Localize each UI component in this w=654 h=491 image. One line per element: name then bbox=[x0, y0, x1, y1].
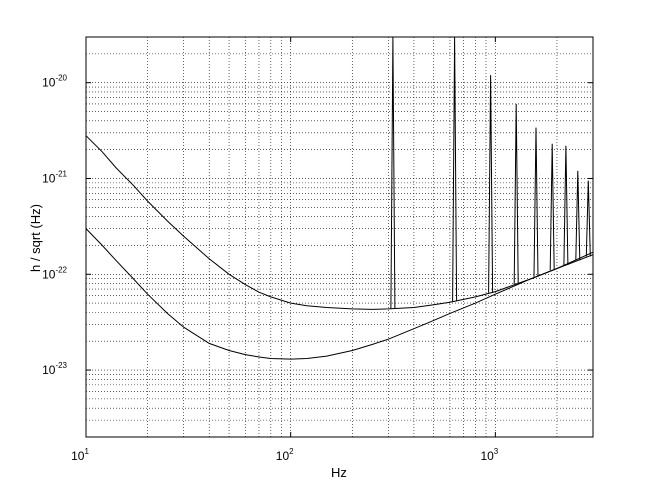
series-1-peak bbox=[488, 75, 494, 293]
ticks bbox=[85, 37, 593, 437]
grid bbox=[85, 36, 594, 438]
series-2-line bbox=[85, 228, 594, 360]
x-axis-label: Hz bbox=[331, 465, 347, 480]
tick-label-exponent: -22 bbox=[55, 265, 67, 274]
series-1-peak bbox=[585, 180, 591, 257]
series-1-peak bbox=[563, 145, 569, 266]
tick-label-exponent: -23 bbox=[55, 361, 67, 370]
tick-label-exponent: 3 bbox=[494, 447, 499, 456]
tick-label-exponent: -21 bbox=[55, 169, 67, 178]
tick-label-exponent: 1 bbox=[84, 447, 89, 456]
series-1-peak bbox=[533, 127, 539, 277]
tick-label-exponent: -20 bbox=[55, 74, 67, 83]
tick-label-exponent: 2 bbox=[289, 447, 294, 456]
series-1-peak bbox=[549, 143, 555, 271]
series-1-line bbox=[85, 135, 594, 310]
y-axis-label: h / sqrt (Hz) bbox=[28, 204, 43, 272]
series-1-peak bbox=[390, 36, 396, 309]
plot-area-frame bbox=[85, 36, 594, 438]
series-group bbox=[85, 36, 594, 360]
series-1-peak bbox=[452, 36, 458, 302]
series-1-peak bbox=[575, 170, 581, 261]
series-1-peak bbox=[513, 103, 519, 285]
